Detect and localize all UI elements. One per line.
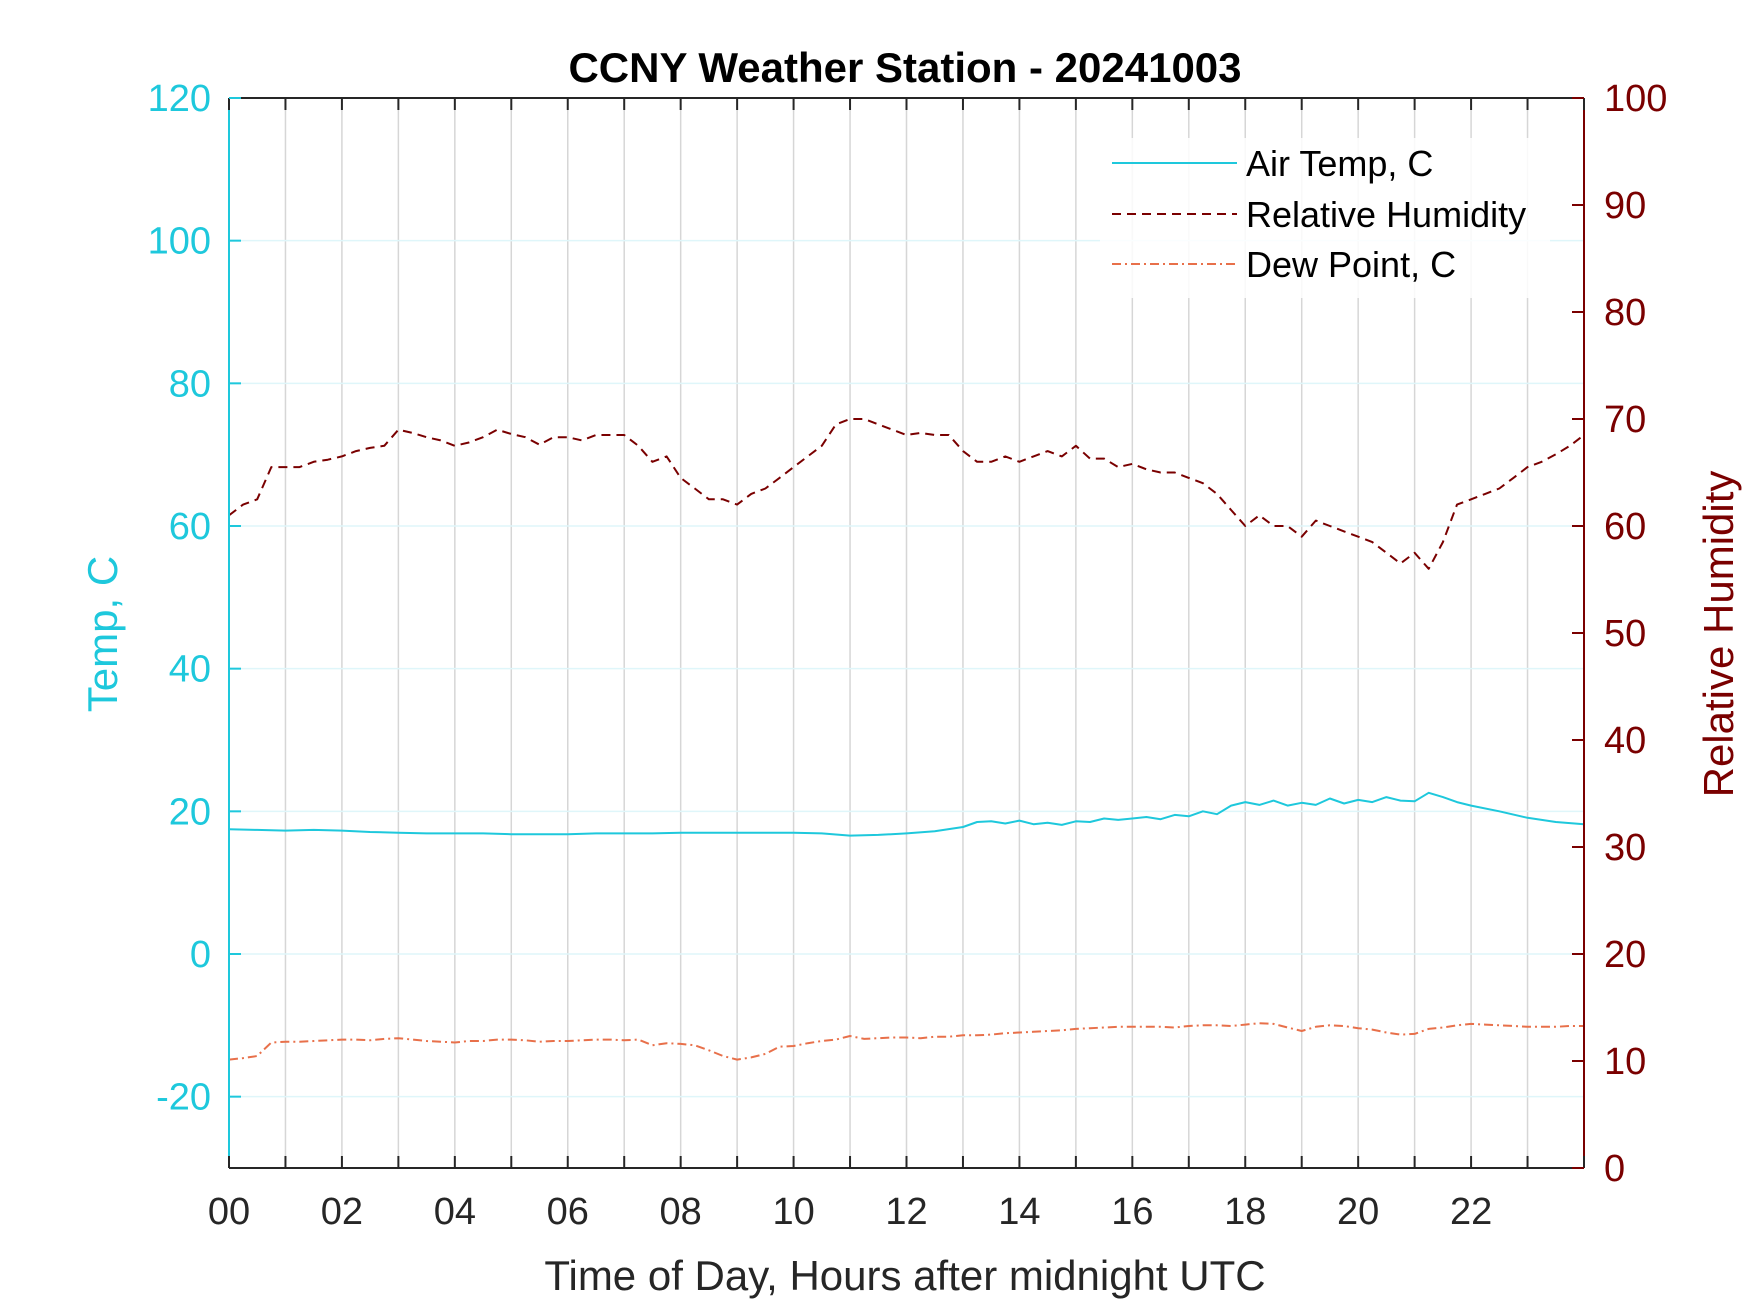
- x-tick-label: 02: [321, 1191, 363, 1233]
- legend-label-air-temp: Air Temp, C: [1246, 143, 1433, 184]
- series-air-temp-line: [228, 791, 1585, 837]
- y-right-tick-label: 40: [1604, 720, 1646, 762]
- x-axis-label: Time of Day, Hours after midnight UTC: [544, 1252, 1265, 1299]
- y-left-tick-label: 40: [169, 649, 211, 691]
- series-layer: [228, 418, 1585, 1061]
- x-tick-label: 16: [1111, 1191, 1153, 1233]
- y-left-tick-label: 20: [169, 791, 211, 833]
- y-left-tick-label: 120: [148, 78, 211, 120]
- y-right-tick-label: 50: [1604, 613, 1646, 655]
- legend: Air Temp, C Relative Humidity Dew Point,…: [1100, 138, 1550, 298]
- legend-box: [1100, 138, 1550, 298]
- x-tick-label: 00: [208, 1191, 250, 1233]
- y-left-tick-label: 60: [169, 506, 211, 548]
- y-right-tick-label: 20: [1604, 934, 1646, 976]
- legend-label-relative-humidity: Relative Humidity: [1246, 194, 1526, 235]
- y-left-tick-label: -20: [156, 1077, 211, 1119]
- y-right-tick-label: 100: [1604, 78, 1667, 120]
- x-tick-label: 14: [998, 1191, 1040, 1233]
- x-tick-label: 08: [660, 1191, 702, 1233]
- legend-label-dew-point: Dew Point, C: [1246, 244, 1456, 285]
- x-tick-label: 04: [434, 1191, 476, 1233]
- y-right-tick-label: 90: [1604, 185, 1646, 227]
- x-tick-label: 18: [1224, 1191, 1266, 1233]
- y-left-tick-label: 100: [148, 221, 211, 263]
- y-right-tick-label: 0: [1604, 1148, 1625, 1190]
- x-tick-label: 20: [1337, 1191, 1379, 1233]
- y-right-tick-label: 60: [1604, 506, 1646, 548]
- x-tick-label: 12: [885, 1191, 927, 1233]
- series-dew-point-line: [228, 1022, 1584, 1061]
- y-right-tick-label: 10: [1604, 1041, 1646, 1083]
- y-right-tick-label: 70: [1604, 399, 1646, 441]
- x-tick-label: 22: [1450, 1191, 1492, 1233]
- y-left-tick-label: 80: [169, 363, 211, 405]
- ticks: 00 02 04 06 08 10 12 14 16 18 20 22-200204060801001…: [148, 78, 1668, 1233]
- series-relative-humidity-line: [228, 418, 1585, 570]
- y-axis-label-left: Temp, C: [79, 556, 126, 712]
- y-right-tick-label: 80: [1604, 292, 1646, 334]
- x-tick-label: 10: [772, 1191, 814, 1233]
- y-right-tick-label: 30: [1604, 827, 1646, 869]
- x-tick-label: 06: [547, 1191, 589, 1233]
- chart-title: CCNY Weather Station - 20241003: [568, 44, 1241, 91]
- grid: [229, 97, 1584, 1168]
- y-axis-label-right: Relative Humidity: [1695, 471, 1742, 798]
- y-left-tick-label: 0: [190, 934, 211, 976]
